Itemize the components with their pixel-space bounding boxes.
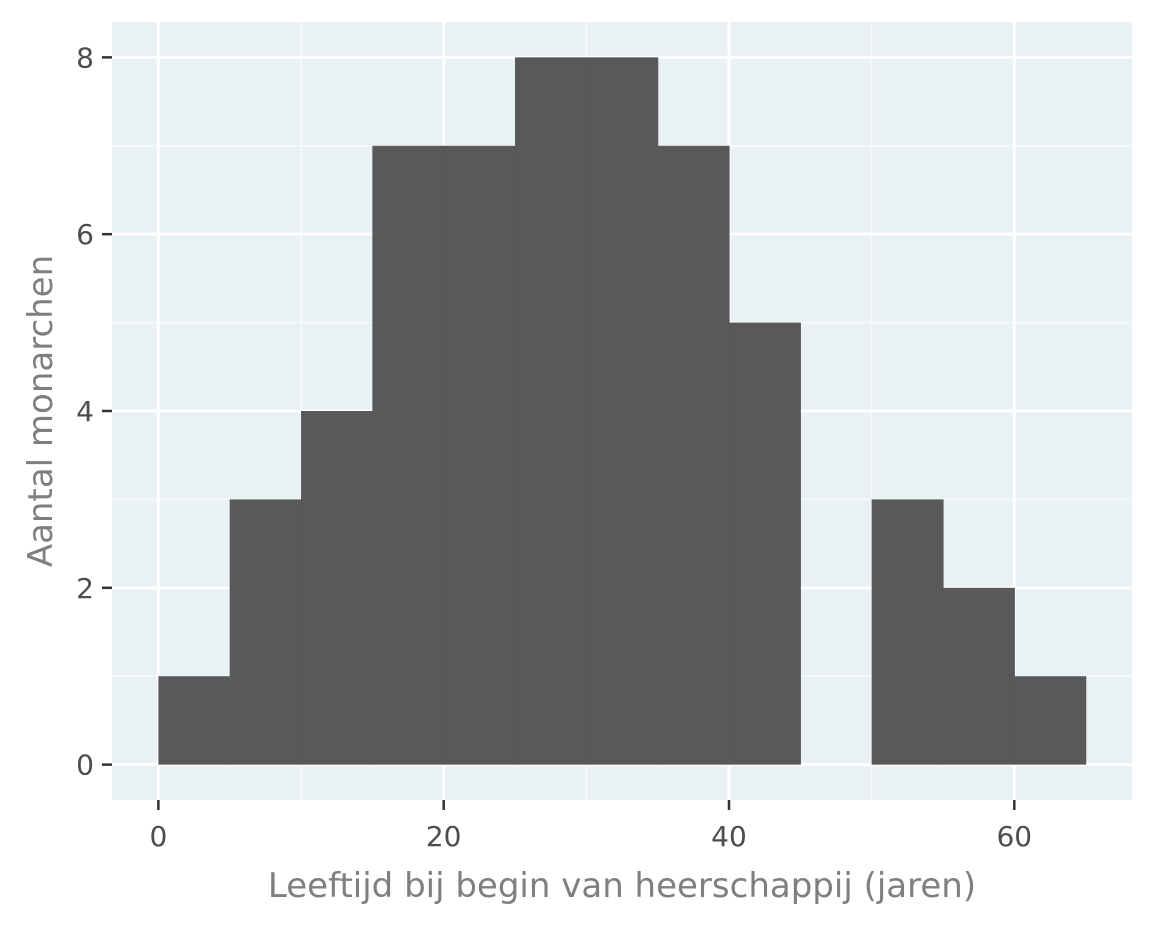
x-axis: 0 20 40 60 bbox=[149, 800, 1032, 853]
histogram-bar bbox=[657, 145, 730, 765]
y-axis-title: Aantal monarchen bbox=[21, 255, 61, 567]
y-tick-label: 2 bbox=[76, 572, 94, 605]
x-tick-label: 60 bbox=[996, 820, 1032, 853]
histogram-bar bbox=[942, 587, 1015, 765]
y-tick-label: 8 bbox=[76, 41, 94, 74]
histogram-bar bbox=[515, 57, 587, 765]
y-tick-label: 4 bbox=[76, 395, 94, 428]
histogram-bar bbox=[301, 411, 373, 765]
histogram-bar bbox=[229, 499, 302, 765]
histogram-bar bbox=[1014, 676, 1087, 765]
x-tick-label: 20 bbox=[426, 820, 462, 853]
x-tick-label: 0 bbox=[149, 820, 167, 853]
y-tick-label: 6 bbox=[76, 218, 94, 251]
histogram-bar bbox=[372, 145, 445, 765]
histogram-bar bbox=[158, 676, 231, 765]
x-axis-title: Leeftijd bij begin van heerschappij (jar… bbox=[268, 866, 976, 906]
y-tick-label: 0 bbox=[76, 749, 94, 782]
histogram-bar bbox=[586, 57, 659, 765]
histogram-bar bbox=[728, 322, 801, 765]
histogram-bars bbox=[158, 57, 1087, 765]
histogram-bar bbox=[443, 145, 516, 765]
x-tick-label: 40 bbox=[711, 820, 747, 853]
y-axis: 0 2 4 6 8 bbox=[76, 41, 112, 782]
histogram-bar bbox=[871, 499, 944, 765]
